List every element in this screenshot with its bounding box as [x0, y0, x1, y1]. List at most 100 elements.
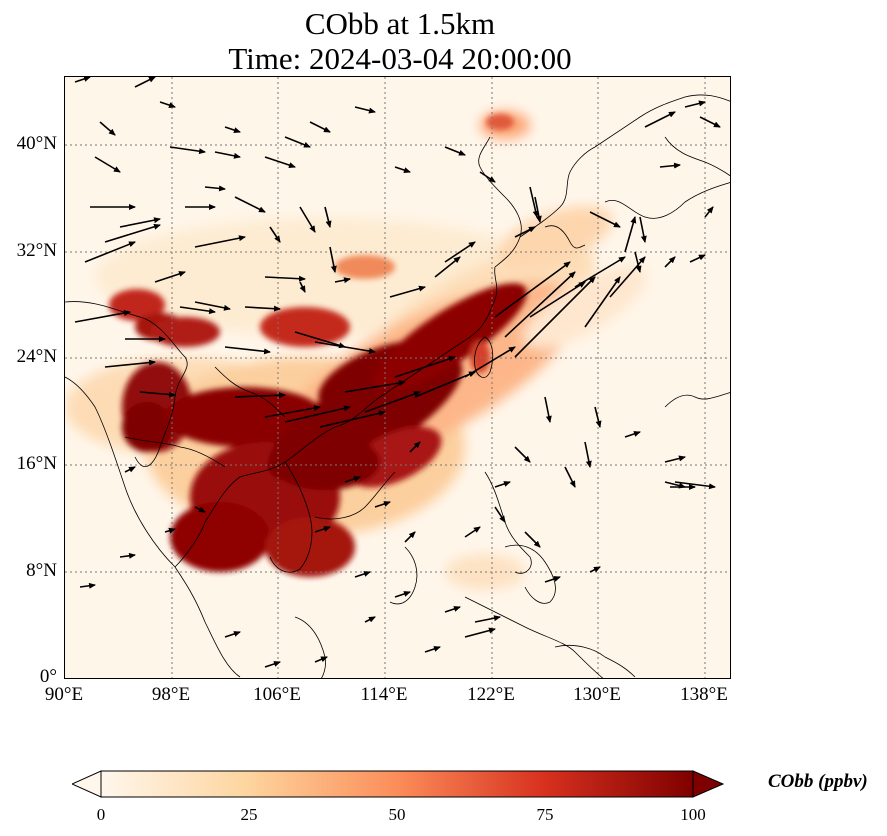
wind-vector-arrow: [269, 226, 281, 243]
wind-vector-arrow: [74, 310, 131, 323]
wind-vector-arrow: [664, 455, 686, 463]
wind-vector-arrow: [659, 162, 681, 169]
title-line-2: Time: 2024-03-04 20:00:00: [228, 41, 572, 76]
wind-vector-arrow: [394, 591, 411, 598]
wind-vector-arrow: [409, 441, 421, 453]
wind-vector-arrow: [444, 146, 466, 156]
wind-vector-arrow: [624, 216, 637, 253]
wind-vector-arrow: [444, 606, 461, 613]
wind-vector-arrow: [479, 171, 496, 183]
wind-vector-arrow: [179, 306, 216, 315]
wind-vector-arrow: [584, 276, 621, 328]
wind-vector-arrow: [84, 241, 136, 263]
map-canvas: [65, 77, 730, 678]
wind-vector-arrow: [704, 206, 714, 218]
wind-vector-arrow: [464, 526, 481, 538]
wind-vector-arrow: [514, 446, 531, 463]
wind-vector-arrow: [319, 410, 386, 428]
colorbar-label: CObb (ppbv): [768, 771, 868, 792]
wind-vector-arrow: [314, 656, 328, 663]
wind-vector-arrow: [664, 256, 676, 268]
gridlines: [65, 77, 730, 678]
wind-vector-arrow: [354, 106, 376, 114]
lon-tick-label: 106°E: [253, 684, 301, 705]
wind-vector-arrow: [224, 126, 241, 133]
wind-vector-arrow: [394, 356, 456, 378]
wind-vector-arrow: [134, 77, 156, 88]
wind-vector-arrow: [464, 346, 516, 378]
wind-vector-arrow: [214, 151, 241, 159]
wind-vector-arrow: [464, 627, 496, 638]
map-panel: [64, 76, 731, 679]
wind-vector-arrow: [79, 582, 96, 589]
wind-vector-arrow: [169, 146, 206, 155]
wind-vector-arrow: [389, 285, 426, 298]
wind-vector-arrow: [534, 196, 542, 223]
wind-vector-arrow: [589, 566, 601, 573]
wind-vector-arrow: [324, 206, 332, 228]
colorbar-tick-label: 100: [680, 805, 706, 824]
wind-vector-arrow: [544, 576, 561, 583]
wind-vector-arrow: [309, 121, 331, 133]
lon-tick-label: 90°E: [44, 684, 84, 705]
colorbar-gradient: [100, 770, 694, 798]
colorbar: [72, 770, 724, 798]
wind-vector-arrow: [139, 391, 176, 398]
wind-vector-arrow: [104, 359, 156, 368]
wind-vector-arrow: [514, 276, 596, 358]
lat-tick-label: 24°N: [16, 346, 57, 367]
wind-vector-arrow: [104, 223, 161, 243]
wind-vector-arrow: [119, 552, 136, 559]
colorbar-tick-label: 0: [96, 805, 106, 824]
wind-vector-arrow: [544, 396, 552, 423]
wind-vector-arrow: [194, 506, 206, 513]
wind-vector-arrow: [264, 661, 281, 668]
colorbar-tick-label: 25: [240, 805, 258, 824]
lon-tick-label: 138°E: [680, 684, 728, 705]
wind-vector-arrow: [344, 476, 361, 483]
wind-vector-arrow: [124, 466, 136, 473]
colorbar-tick-label: 75: [536, 805, 554, 824]
wind-vector-arrow: [194, 301, 231, 311]
wind-vector-arrow: [364, 616, 376, 623]
wind-vector-arrow: [404, 531, 416, 543]
wind-vector-arrow: [314, 526, 331, 533]
wind-vector-arrow: [154, 271, 186, 283]
lon-tick-label: 114°E: [360, 684, 408, 705]
wind-vector-arrow: [529, 281, 586, 318]
wind-vector-arrow: [394, 166, 411, 173]
wind-vector-arrow: [299, 206, 316, 233]
wind-vector-arrow: [524, 531, 541, 548]
wind-vector-arrow: [344, 380, 406, 393]
wind-vector-arrow: [584, 441, 592, 468]
wind-vector-arrow: [644, 111, 676, 128]
wind-vector-arrow: [639, 216, 647, 243]
wind-vector-arrow: [354, 571, 371, 578]
wind-vector-arrow: [334, 277, 351, 284]
wind-vector-arrow: [624, 431, 641, 438]
lat-tick-label: 40°N: [16, 133, 57, 154]
wind-vector-arrow: [234, 392, 286, 399]
lat-tick-label: 16°N: [16, 453, 57, 474]
wind-vector-arrow: [264, 275, 306, 282]
wind-vector-arrow: [194, 235, 246, 248]
wind-vector-arrow: [424, 646, 441, 653]
wind-vector-arrow: [589, 211, 621, 228]
wind-vector-arrow: [374, 501, 391, 508]
wind-vector-arrow: [529, 186, 539, 218]
colorbar-tick-label: 50: [388, 805, 406, 824]
wind-vector-arrow: [444, 241, 476, 263]
wind-vector-arrow: [564, 466, 576, 488]
lon-tick-label: 98°E: [151, 684, 191, 705]
wind-vector-arrow: [204, 185, 226, 192]
wind-vector-arrow: [504, 271, 576, 338]
wind-vector-arrow: [99, 121, 116, 136]
wind-vector-arrow: [494, 506, 506, 523]
wind-vector-arrow: [474, 615, 501, 623]
wind-vector-arrow: [364, 391, 421, 413]
wind-vector-arrow: [684, 100, 706, 108]
wind-vector-arrow: [574, 256, 626, 288]
wind-vector-arrow: [609, 256, 646, 298]
lon-tick-label: 130°E: [573, 684, 621, 705]
wind-vector-arrow: [514, 226, 536, 238]
